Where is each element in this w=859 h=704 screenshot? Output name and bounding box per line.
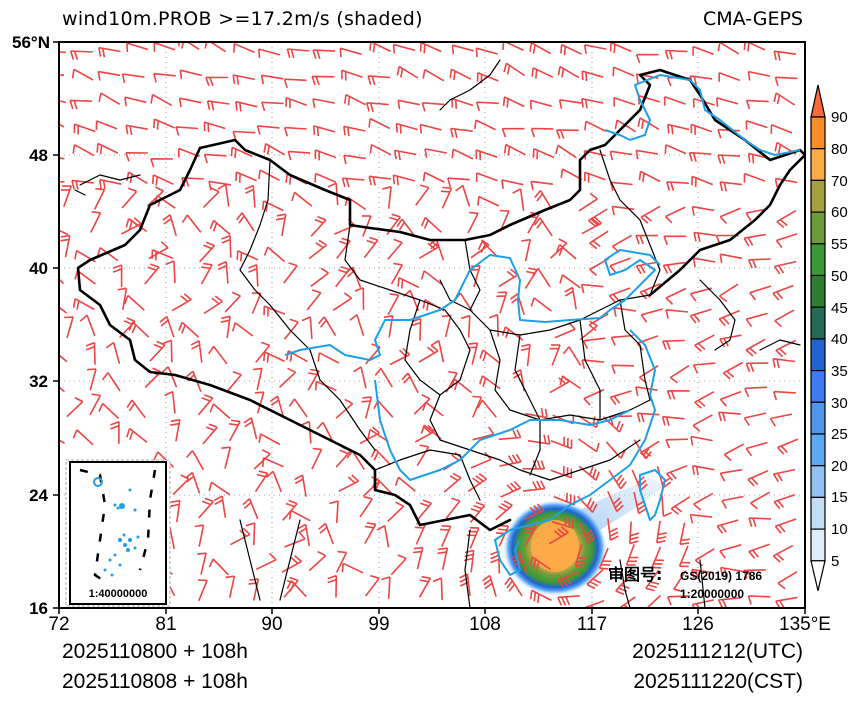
rivers-coastline	[284, 74, 801, 576]
lat-label: 32	[29, 372, 48, 391]
lat-label: 56°N	[12, 33, 50, 52]
colorbar-label: 15	[831, 489, 848, 506]
colorbar-label: 50	[831, 268, 848, 285]
lon-label: 126	[682, 614, 714, 635]
lat-labels: 56°N 48 40 32 24 16	[12, 33, 50, 618]
chart-title: wind10m.PROB >=17.2m/s (shaded)	[62, 8, 423, 30]
colorbar-label: 90	[831, 109, 848, 126]
colorbar-label: 20	[831, 458, 848, 475]
lat-label: 40	[29, 259, 48, 278]
colorbar-label: 55	[831, 236, 848, 253]
inset-map: 1:40000000	[65, 459, 171, 607]
lat-label: 48	[29, 146, 48, 165]
valid-time-cst: 2025111220(CST)	[633, 670, 803, 693]
colorbar-label: 70	[831, 173, 848, 190]
init-time-utc: 2025110800 + 108h	[62, 640, 248, 663]
approval-code: GS(2019) 1786	[680, 569, 762, 583]
lon-label: 72	[48, 614, 69, 635]
lat-ticks	[53, 41, 59, 609]
colorbar-label: 80	[831, 141, 848, 158]
inset-scale: 1:40000000	[89, 588, 148, 600]
lon-label: 90	[261, 614, 282, 635]
colorbar-label: 40	[831, 331, 848, 348]
colorbar	[810, 84, 826, 591]
colorbar-label: 35	[831, 363, 848, 380]
colorbar-label: 25	[831, 426, 848, 443]
valid-time-utc: 2025111212(UTC)	[632, 640, 803, 663]
colorbar-labels: 90 80 70 60 55 50 45 40 35 30 25 20 15 1…	[831, 109, 848, 570]
lon-label: 135°E	[779, 614, 831, 635]
colorbar-label: 5	[831, 553, 839, 570]
colorbar-label: 10	[831, 521, 848, 538]
approval-label: 审图号:	[608, 565, 662, 584]
map-frame	[58, 41, 806, 609]
lon-label: 117	[577, 614, 607, 635]
lat-label: 24	[29, 486, 48, 505]
lon-label: 108	[469, 614, 501, 635]
country-borders	[74, 59, 805, 608]
init-time-cst: 2025110808 + 108h	[62, 670, 248, 693]
lon-labels: 72 81 90 99 108 117 126 135°E	[48, 614, 831, 635]
colorbar-label: 45	[831, 300, 848, 317]
lat-label: 16	[29, 599, 48, 618]
colorbar-label: 60	[831, 204, 848, 221]
lon-ticks	[58, 608, 806, 614]
model-name: CMA-GEPS	[702, 8, 803, 30]
main-scale: 1:20000000	[680, 587, 744, 601]
lon-label: 81	[155, 614, 176, 635]
colorbar-label: 30	[831, 395, 848, 412]
lon-label: 99	[368, 614, 389, 635]
